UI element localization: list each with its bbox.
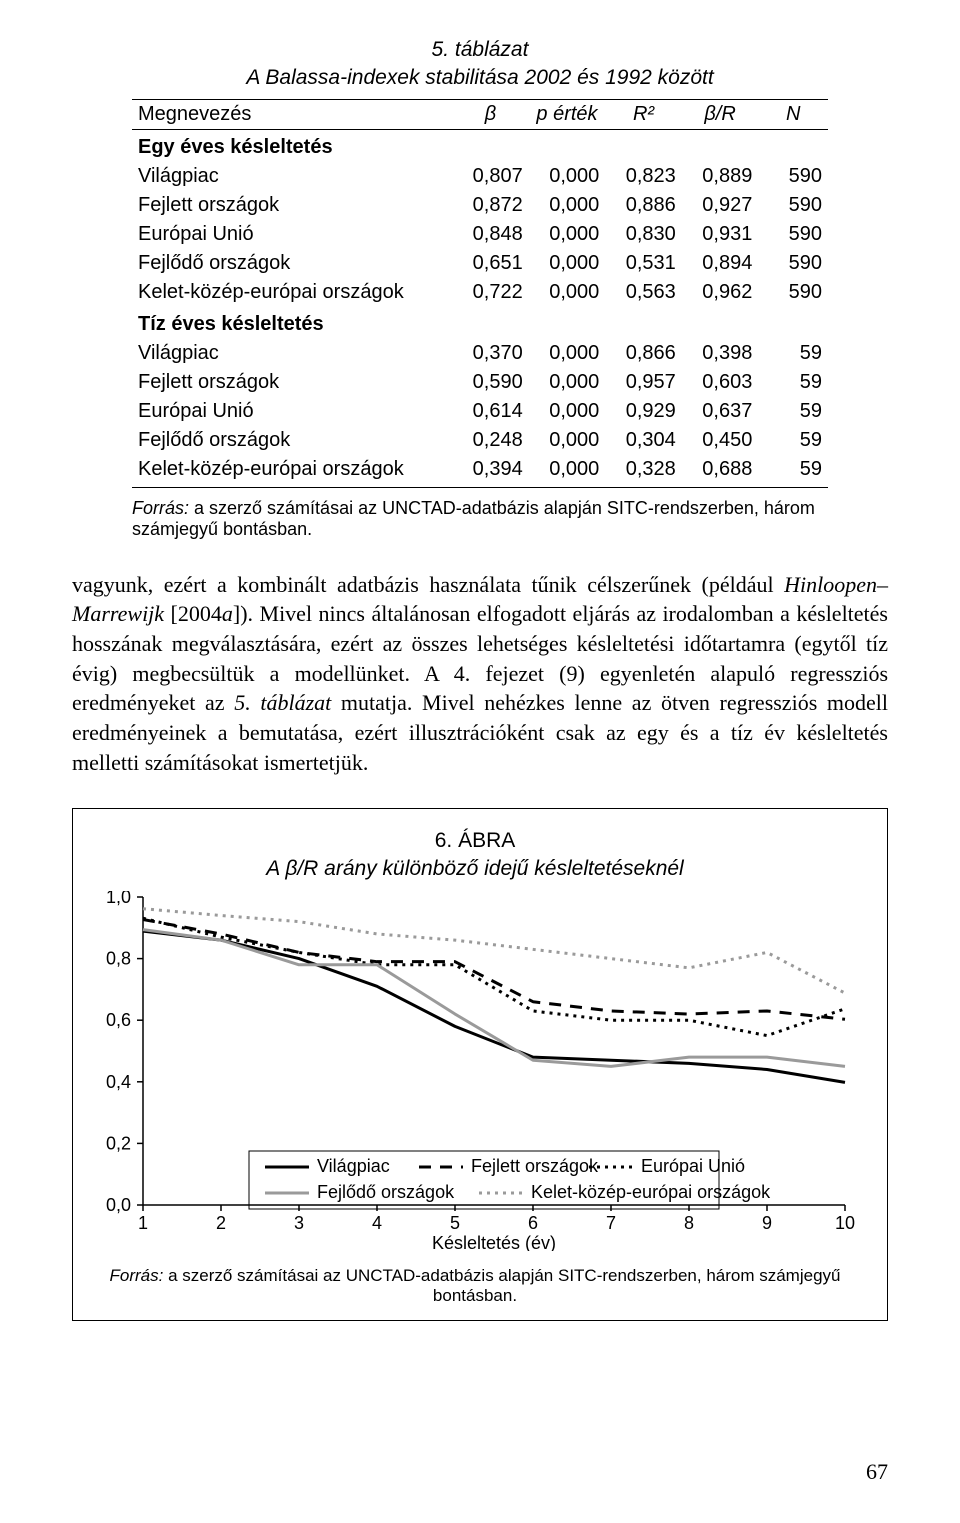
figure-caption-title: A β/R arány különböző idejű késleltetése… bbox=[266, 857, 683, 880]
svg-text:2: 2 bbox=[216, 1213, 226, 1233]
th-name: Megnevezés bbox=[132, 99, 452, 129]
svg-text:0,6: 0,6 bbox=[106, 1010, 131, 1030]
table-source: Forrás: a szerző számításai az UNCTAD-ad… bbox=[132, 488, 828, 540]
table-row: Kelet-közép-európai országok0,7220,0000,… bbox=[132, 278, 828, 307]
svg-text:8: 8 bbox=[684, 1213, 694, 1233]
svg-text:1: 1 bbox=[138, 1213, 148, 1233]
svg-text:Fejlett országok: Fejlett országok bbox=[471, 1156, 599, 1176]
table-caption-num: 5. táblázat bbox=[432, 38, 529, 61]
svg-text:3: 3 bbox=[294, 1213, 304, 1233]
para-i3: 5. táblázat bbox=[234, 690, 331, 715]
figure-6: 6. ÁBRA A β/R arány különböző idejű késl… bbox=[72, 808, 888, 1322]
table-row: Fejlett országok0,5900,0000,9570,60359 bbox=[132, 368, 828, 397]
figure-caption-num: 6. ÁBRA bbox=[435, 829, 516, 852]
th-r2: R² bbox=[605, 99, 682, 129]
svg-text:1,0: 1,0 bbox=[106, 891, 131, 907]
table-row: Európai Unió0,6140,0000,9290,63759 bbox=[132, 397, 828, 426]
table-source-label: Forrás: bbox=[132, 498, 189, 518]
para-t2: [2004 bbox=[164, 601, 222, 626]
table-section-row: Egy éves késleltetés bbox=[132, 129, 828, 162]
svg-text:Fejlődő országok: Fejlődő országok bbox=[317, 1182, 455, 1202]
table-row: Fejlett országok0,8720,0000,8860,927590 bbox=[132, 191, 828, 220]
para-i2: a bbox=[222, 601, 233, 626]
table-row: Fejlődő országok0,2480,0000,3040,45059 bbox=[132, 426, 828, 455]
figure-source-label: Forrás: bbox=[110, 1266, 164, 1285]
table-source-text: a szerző számításai az UNCTAD-adatbázis … bbox=[132, 498, 815, 539]
table-row: Kelet-közép-európai országok0,3940,0000,… bbox=[132, 455, 828, 488]
svg-text:Kelet-közép-európai országok: Kelet-közép-európai országok bbox=[531, 1182, 771, 1202]
svg-text:6: 6 bbox=[528, 1213, 538, 1233]
page-number: 67 bbox=[866, 1459, 888, 1485]
svg-text:0,2: 0,2 bbox=[106, 1134, 131, 1154]
table-section-row: Tíz éves késleltetés bbox=[132, 307, 828, 339]
table-caption-title: A Balassa-indexek stabilitása 2002 és 19… bbox=[246, 66, 713, 89]
svg-text:7: 7 bbox=[606, 1213, 616, 1233]
table-5: 5. táblázat A Balassa-indexek stabilitás… bbox=[132, 36, 828, 540]
table-header-row: Megnevezés β p érték R² β/R N bbox=[132, 99, 828, 129]
svg-text:4: 4 bbox=[372, 1213, 382, 1233]
svg-text:5: 5 bbox=[450, 1213, 460, 1233]
th-br: β/R bbox=[682, 99, 759, 129]
svg-text:0,4: 0,4 bbox=[106, 1072, 131, 1092]
body-paragraph: vagyunk, ezért a kombinált adatbázis has… bbox=[72, 570, 888, 778]
svg-text:0,0: 0,0 bbox=[106, 1195, 131, 1215]
svg-text:Európai Unió: Európai Unió bbox=[641, 1156, 745, 1176]
table-caption: 5. táblázat A Balassa-indexek stabilitás… bbox=[132, 36, 828, 99]
th-beta: β bbox=[452, 99, 529, 129]
table-row: Fejlődő országok0,6510,0000,5310,894590 bbox=[132, 249, 828, 278]
figure-source: Forrás: a szerző számításai az UNCTAD-ad… bbox=[89, 1256, 861, 1306]
figure-source-text: a szerző számításai az UNCTAD-adatbázis … bbox=[163, 1266, 840, 1305]
figure-caption: 6. ÁBRA A β/R arány különböző idejű késl… bbox=[89, 827, 861, 892]
svg-text:0,8: 0,8 bbox=[106, 949, 131, 969]
svg-text:9: 9 bbox=[762, 1213, 772, 1233]
svg-text:Késleltetés (év): Késleltetés (év) bbox=[432, 1233, 556, 1251]
th-pvalue: p érték bbox=[529, 99, 606, 129]
para-t1: vagyunk, ezért a kombinált adatbázis has… bbox=[72, 572, 784, 597]
table-row: Európai Unió0,8480,0000,8300,931590 bbox=[132, 220, 828, 249]
th-n: N bbox=[758, 99, 828, 129]
table-row: Világpiac0,3700,0000,8660,39859 bbox=[132, 339, 828, 368]
svg-text:10: 10 bbox=[835, 1213, 855, 1233]
svg-text:Világpiac: Világpiac bbox=[317, 1156, 390, 1176]
balassa-table: Megnevezés β p érték R² β/R N Egy éves k… bbox=[132, 99, 828, 488]
line-chart: 0,0 0,2 0,4 0,6 0,8 1,0 1 2 3 4 5 6 7 8 9 10 Késleltetés… bbox=[89, 891, 859, 1251]
table-row: Világpiac0,8070,0000,8230,889590 bbox=[132, 162, 828, 191]
